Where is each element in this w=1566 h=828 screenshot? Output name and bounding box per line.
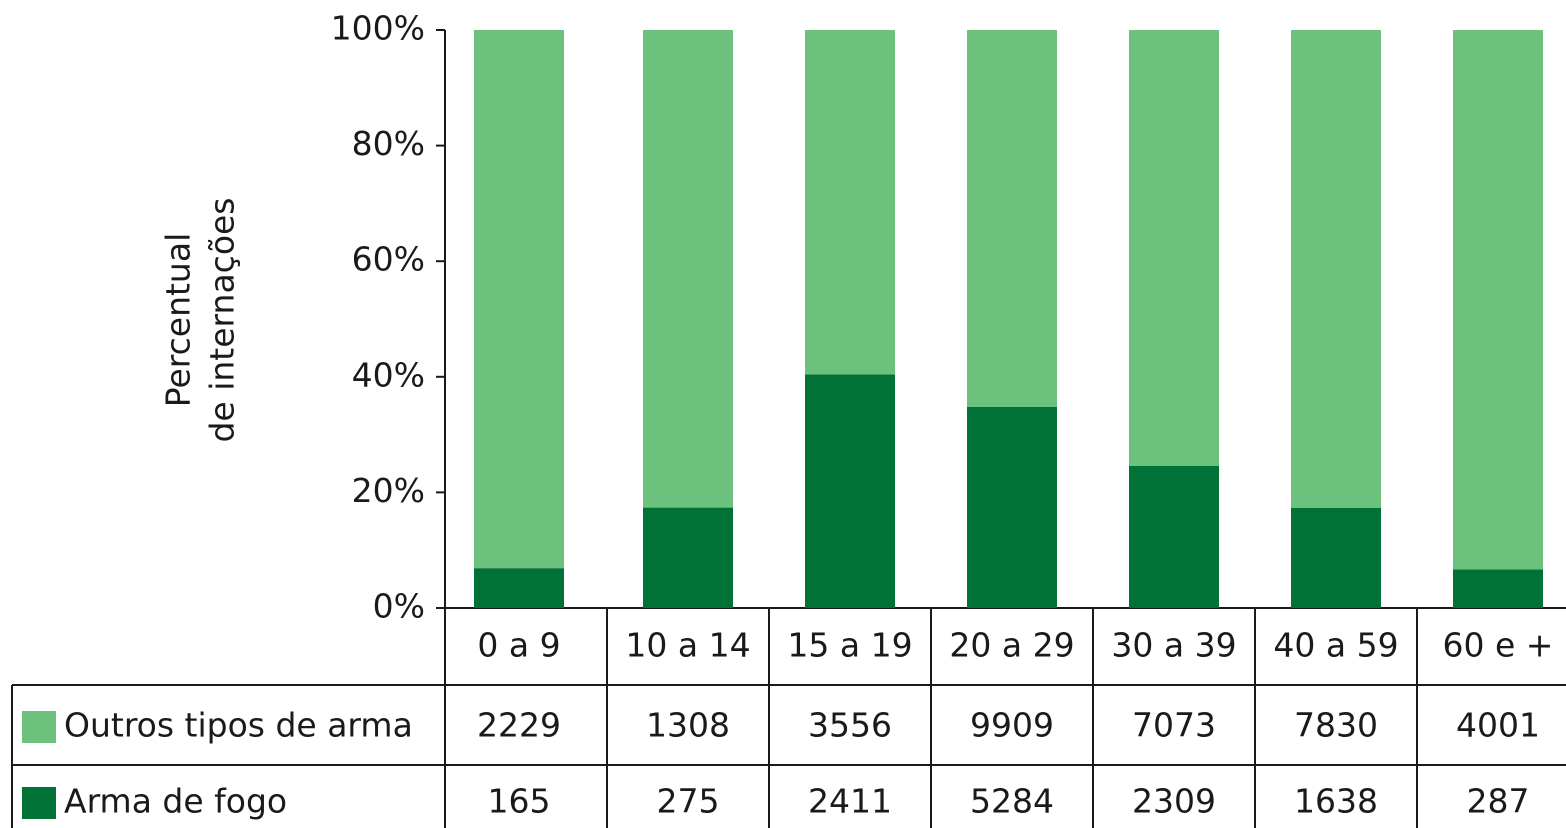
x-tick-label: 0 a 9 xyxy=(477,626,560,665)
table-cell: 4001 xyxy=(1456,706,1540,745)
table-cell: 7830 xyxy=(1294,706,1378,745)
x-tick-label: 60 e + xyxy=(1443,626,1554,665)
bar-segment xyxy=(1453,30,1543,570)
y-axis-label: Percentual de internações xyxy=(159,197,242,442)
bar-segment xyxy=(474,568,564,608)
table-cell: 1638 xyxy=(1294,782,1378,821)
y-axis-label-line: de internações xyxy=(203,197,242,442)
bar-segment xyxy=(805,374,895,608)
table-cell: 1308 xyxy=(646,706,730,745)
bar-segment xyxy=(1453,569,1543,608)
bar-segment xyxy=(643,30,733,508)
y-axis-label-line: Percentual xyxy=(159,233,198,407)
table-cell: 287 xyxy=(1467,782,1530,821)
bar-segment xyxy=(805,30,895,375)
y-tick-label: 40% xyxy=(352,355,425,394)
bar-segment xyxy=(967,30,1057,407)
y-tick-label: 0% xyxy=(373,587,425,626)
x-tick-label: 10 a 14 xyxy=(625,626,750,665)
table-cell: 165 xyxy=(488,782,551,821)
x-tick-label: 30 a 39 xyxy=(1111,626,1236,665)
table-cell: 5284 xyxy=(970,782,1054,821)
x-tick-label: 15 a 19 xyxy=(787,626,912,665)
x-tick-label: 20 a 29 xyxy=(949,626,1074,665)
table-cell: 9909 xyxy=(970,706,1054,745)
legend-swatch xyxy=(22,787,56,819)
legend-label: Arma de fogo xyxy=(64,782,287,821)
y-tick-label: 60% xyxy=(352,240,425,279)
table-cell: 2309 xyxy=(1132,782,1216,821)
x-tick-label: 40 a 59 xyxy=(1273,626,1398,665)
bar-segment xyxy=(1291,30,1381,509)
table-cell: 275 xyxy=(657,782,720,821)
bar-segment xyxy=(1291,508,1381,608)
bar-segment xyxy=(643,507,733,608)
y-tick-label: 100% xyxy=(331,9,425,48)
bar-segment xyxy=(1129,465,1219,608)
legend-label: Outros tipos de arma xyxy=(64,706,413,745)
y-tick-label: 80% xyxy=(352,124,425,163)
y-tick-label: 20% xyxy=(352,471,425,510)
bar-segment xyxy=(967,406,1057,608)
table-cell: 2411 xyxy=(808,782,892,821)
table-cell: 3556 xyxy=(808,706,892,745)
bar-segment xyxy=(474,30,564,569)
bar-segment xyxy=(1129,30,1219,466)
table-cell: 2229 xyxy=(477,706,561,745)
table-cell: 7073 xyxy=(1132,706,1216,745)
legend-swatch xyxy=(22,711,56,743)
